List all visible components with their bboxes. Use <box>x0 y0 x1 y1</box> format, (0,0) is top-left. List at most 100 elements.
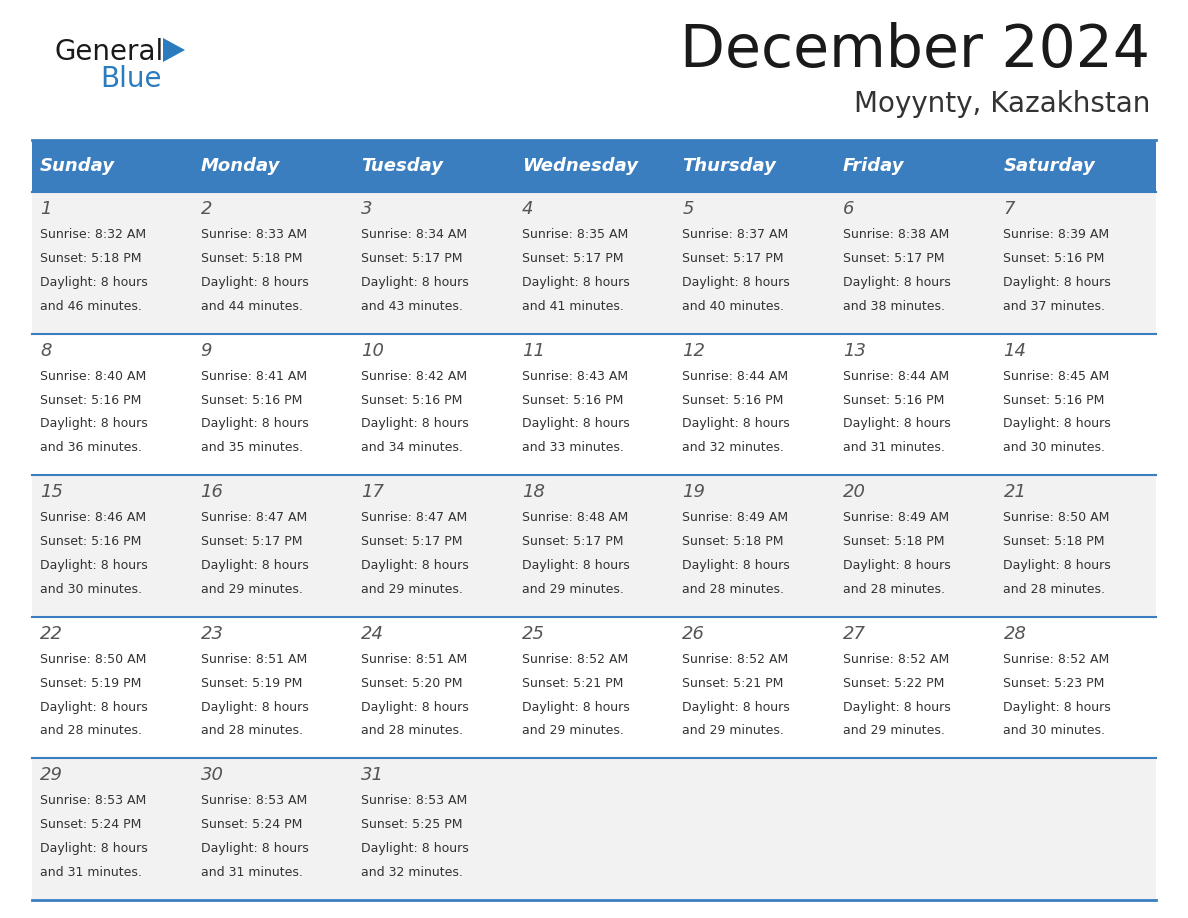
Text: Sunset: 5:16 PM: Sunset: 5:16 PM <box>201 394 302 407</box>
Text: Friday: Friday <box>842 157 904 175</box>
Bar <box>32 333 1156 476</box>
Text: and 31 minutes.: and 31 minutes. <box>40 866 141 879</box>
Text: and 28 minutes.: and 28 minutes. <box>361 724 463 737</box>
Text: Daylight: 8 hours: Daylight: 8 hours <box>842 418 950 431</box>
Text: Sunset: 5:16 PM: Sunset: 5:16 PM <box>842 394 944 407</box>
Text: Sunset: 5:18 PM: Sunset: 5:18 PM <box>40 252 141 265</box>
Text: Sunrise: 8:52 AM: Sunrise: 8:52 AM <box>522 653 628 666</box>
Text: Sunset: 5:17 PM: Sunset: 5:17 PM <box>361 252 462 265</box>
Text: Sunset: 5:16 PM: Sunset: 5:16 PM <box>361 394 462 407</box>
Text: Daylight: 8 hours: Daylight: 8 hours <box>201 559 309 572</box>
Text: Sunrise: 8:51 AM: Sunrise: 8:51 AM <box>201 653 307 666</box>
Text: and 29 minutes.: and 29 minutes. <box>682 724 784 737</box>
Text: and 43 minutes.: and 43 minutes. <box>361 299 463 313</box>
Text: and 29 minutes.: and 29 minutes. <box>842 724 944 737</box>
Bar <box>32 476 1156 617</box>
Text: Sunset: 5:17 PM: Sunset: 5:17 PM <box>201 535 302 548</box>
Text: Daylight: 8 hours: Daylight: 8 hours <box>361 418 469 431</box>
Text: 23: 23 <box>201 625 223 643</box>
Text: 16: 16 <box>201 483 223 501</box>
Text: Sunrise: 8:34 AM: Sunrise: 8:34 AM <box>361 228 467 241</box>
Text: and 31 minutes.: and 31 minutes. <box>201 866 303 879</box>
Text: 28: 28 <box>1004 625 1026 643</box>
Text: Daylight: 8 hours: Daylight: 8 hours <box>361 700 469 713</box>
Text: 5: 5 <box>682 200 694 218</box>
Text: and 38 minutes.: and 38 minutes. <box>842 299 944 313</box>
Text: Thursday: Thursday <box>682 157 776 175</box>
Text: General: General <box>55 38 164 66</box>
Text: Daylight: 8 hours: Daylight: 8 hours <box>682 700 790 713</box>
Text: Sunset: 5:16 PM: Sunset: 5:16 PM <box>1004 394 1105 407</box>
Text: 21: 21 <box>1004 483 1026 501</box>
Text: Sunset: 5:17 PM: Sunset: 5:17 PM <box>842 252 944 265</box>
Text: Sunset: 5:18 PM: Sunset: 5:18 PM <box>682 535 784 548</box>
Text: Sunset: 5:25 PM: Sunset: 5:25 PM <box>361 818 462 832</box>
Text: Sunrise: 8:40 AM: Sunrise: 8:40 AM <box>40 370 146 383</box>
Text: Sunrise: 8:39 AM: Sunrise: 8:39 AM <box>1004 228 1110 241</box>
Text: Sunset: 5:19 PM: Sunset: 5:19 PM <box>201 677 302 689</box>
Text: Sunset: 5:17 PM: Sunset: 5:17 PM <box>522 535 624 548</box>
Text: 29: 29 <box>40 767 63 784</box>
Text: Sunday: Sunday <box>40 157 115 175</box>
Text: Sunrise: 8:48 AM: Sunrise: 8:48 AM <box>522 511 628 524</box>
Text: 20: 20 <box>842 483 866 501</box>
Bar <box>32 140 1156 192</box>
Text: 2: 2 <box>201 200 213 218</box>
Text: Sunrise: 8:49 AM: Sunrise: 8:49 AM <box>682 511 789 524</box>
Text: 31: 31 <box>361 767 384 784</box>
Text: Daylight: 8 hours: Daylight: 8 hours <box>201 275 309 289</box>
Text: Sunrise: 8:37 AM: Sunrise: 8:37 AM <box>682 228 789 241</box>
Text: Blue: Blue <box>100 65 162 93</box>
Text: Sunrise: 8:45 AM: Sunrise: 8:45 AM <box>1004 370 1110 383</box>
Text: 6: 6 <box>842 200 854 218</box>
Text: Monday: Monday <box>201 157 280 175</box>
Text: Daylight: 8 hours: Daylight: 8 hours <box>522 700 630 713</box>
Polygon shape <box>163 38 185 62</box>
Text: 10: 10 <box>361 341 384 360</box>
Text: and 28 minutes.: and 28 minutes. <box>1004 583 1105 596</box>
Text: Sunrise: 8:43 AM: Sunrise: 8:43 AM <box>522 370 627 383</box>
Text: and 31 minutes.: and 31 minutes. <box>842 442 944 454</box>
Text: Sunrise: 8:35 AM: Sunrise: 8:35 AM <box>522 228 628 241</box>
Text: Daylight: 8 hours: Daylight: 8 hours <box>522 418 630 431</box>
Bar <box>32 758 1156 900</box>
Text: Daylight: 8 hours: Daylight: 8 hours <box>1004 418 1111 431</box>
Text: 4: 4 <box>522 200 533 218</box>
Text: Sunset: 5:19 PM: Sunset: 5:19 PM <box>40 677 141 689</box>
Text: Daylight: 8 hours: Daylight: 8 hours <box>201 700 309 713</box>
Text: Daylight: 8 hours: Daylight: 8 hours <box>40 418 147 431</box>
Text: Sunrise: 8:46 AM: Sunrise: 8:46 AM <box>40 511 146 524</box>
Text: and 41 minutes.: and 41 minutes. <box>522 299 624 313</box>
Text: 8: 8 <box>40 341 51 360</box>
Text: 13: 13 <box>842 341 866 360</box>
Text: and 30 minutes.: and 30 minutes. <box>40 583 143 596</box>
Text: Sunset: 5:17 PM: Sunset: 5:17 PM <box>682 252 784 265</box>
Text: Sunset: 5:21 PM: Sunset: 5:21 PM <box>682 677 784 689</box>
Text: Sunrise: 8:41 AM: Sunrise: 8:41 AM <box>201 370 307 383</box>
Text: Sunset: 5:24 PM: Sunset: 5:24 PM <box>201 818 302 832</box>
Text: 18: 18 <box>522 483 545 501</box>
Text: Daylight: 8 hours: Daylight: 8 hours <box>40 559 147 572</box>
Text: Sunset: 5:18 PM: Sunset: 5:18 PM <box>201 252 302 265</box>
Bar <box>32 617 1156 758</box>
Text: 27: 27 <box>842 625 866 643</box>
Text: and 32 minutes.: and 32 minutes. <box>682 442 784 454</box>
Text: Sunset: 5:24 PM: Sunset: 5:24 PM <box>40 818 141 832</box>
Text: and 29 minutes.: and 29 minutes. <box>361 583 463 596</box>
Text: Sunrise: 8:38 AM: Sunrise: 8:38 AM <box>842 228 949 241</box>
Text: Sunrise: 8:44 AM: Sunrise: 8:44 AM <box>842 370 949 383</box>
Text: 19: 19 <box>682 483 706 501</box>
Text: and 29 minutes.: and 29 minutes. <box>522 583 624 596</box>
Text: and 29 minutes.: and 29 minutes. <box>201 583 303 596</box>
Text: 11: 11 <box>522 341 545 360</box>
Text: 1: 1 <box>40 200 51 218</box>
Text: Sunrise: 8:52 AM: Sunrise: 8:52 AM <box>1004 653 1110 666</box>
Text: Sunrise: 8:52 AM: Sunrise: 8:52 AM <box>682 653 789 666</box>
Text: Sunrise: 8:51 AM: Sunrise: 8:51 AM <box>361 653 467 666</box>
Text: 17: 17 <box>361 483 384 501</box>
Text: Daylight: 8 hours: Daylight: 8 hours <box>40 700 147 713</box>
Text: Sunrise: 8:53 AM: Sunrise: 8:53 AM <box>361 794 467 808</box>
Text: Sunrise: 8:33 AM: Sunrise: 8:33 AM <box>201 228 307 241</box>
Text: Daylight: 8 hours: Daylight: 8 hours <box>1004 700 1111 713</box>
Text: Sunrise: 8:50 AM: Sunrise: 8:50 AM <box>40 653 146 666</box>
